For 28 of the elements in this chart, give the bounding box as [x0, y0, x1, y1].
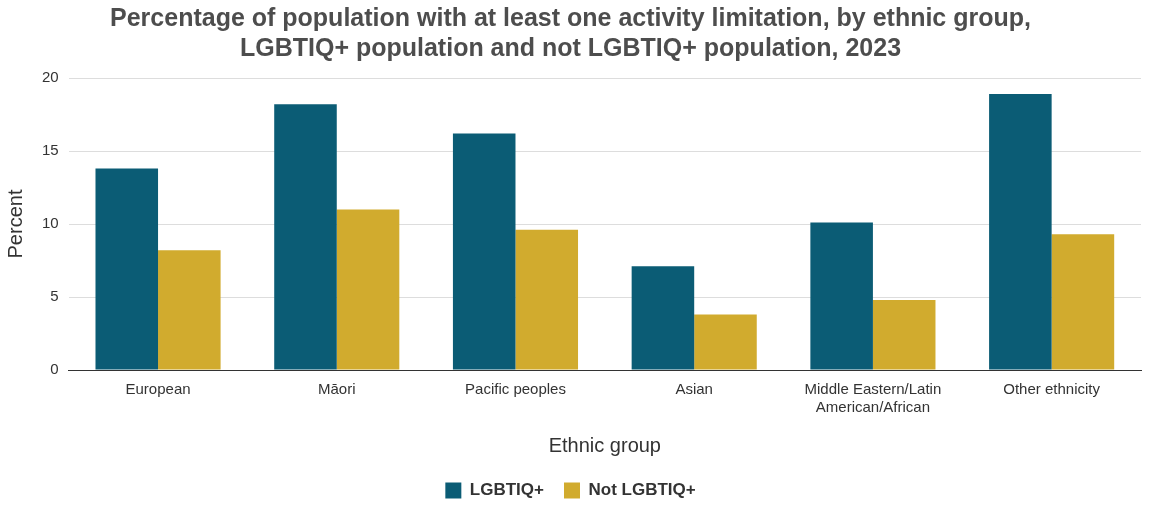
bar — [95, 168, 159, 370]
x-tick-label: Pacific peoples — [465, 380, 566, 398]
bar — [158, 250, 221, 370]
y-tick-label: 15 — [42, 141, 59, 159]
legend-label: LGBTIQ+ — [469, 480, 545, 500]
y-tick-label: 20 — [42, 68, 59, 86]
bar — [989, 94, 1052, 370]
bar — [452, 133, 516, 370]
bar — [872, 299, 936, 370]
x-tick-label: Māori — [318, 380, 356, 398]
y-tick-label: 10 — [42, 214, 59, 232]
x-tick-label: Asian — [675, 380, 713, 398]
y-axis-title: Percent — [3, 189, 26, 259]
bar — [694, 314, 757, 370]
bar — [810, 222, 873, 370]
bar — [336, 209, 400, 370]
bar — [515, 229, 579, 370]
x-axis-title: Ethnic group — [548, 433, 661, 456]
x-tick-label: European — [125, 380, 191, 398]
chart-title: Percentage of population with at least one activity limitation, by ethnic group, LGBTIQ+ population and not LGBTIQ+ population, 2023 — [110, 2, 1031, 61]
bar — [1051, 234, 1115, 370]
y-tick-label: 0 — [50, 360, 59, 378]
legend-label: Not LGBTIQ+ — [588, 480, 696, 500]
x-tick-label: Middle Eastern/Latin American/African — [804, 380, 942, 416]
x-tick-label: Other ethnicity — [1003, 380, 1101, 398]
bar — [274, 104, 337, 370]
y-tick-label: 5 — [50, 287, 59, 305]
bar — [631, 266, 695, 370]
